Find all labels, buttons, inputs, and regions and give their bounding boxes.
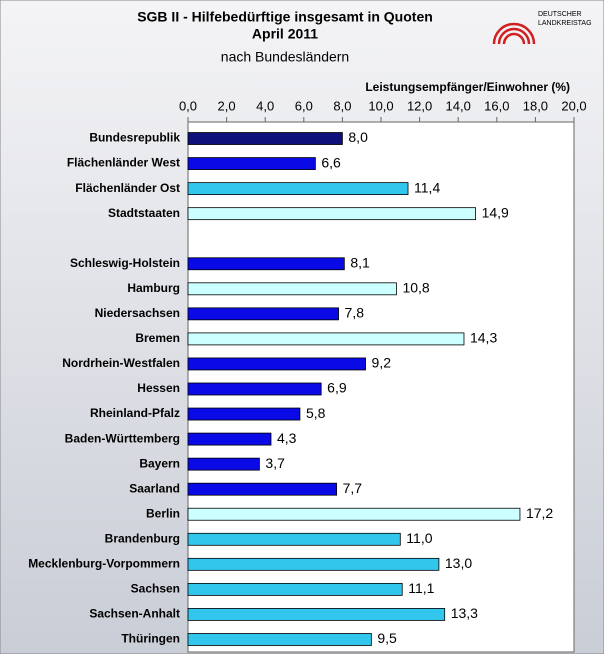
- bar: [187, 307, 339, 321]
- x-tick-label: 0,0: [179, 98, 197, 113]
- x-tick-label: 6,0: [295, 98, 313, 113]
- x-tick-label: 18,0: [523, 98, 548, 113]
- bar: [187, 257, 345, 271]
- logo-text: LANDKREISTAG: [538, 20, 592, 27]
- y-tick-label: Mecklenburg-Vorpommern: [28, 557, 180, 571]
- x-tick-label: 2,0: [218, 98, 236, 113]
- data-label: 11,4: [414, 179, 440, 195]
- x-tick-label: 10,0: [368, 98, 393, 113]
- bar: [187, 482, 338, 496]
- bar: [187, 557, 440, 571]
- data-label: 11,0: [406, 530, 432, 546]
- bar: [187, 633, 372, 646]
- chart-subtitle: nach Bundesländern: [221, 49, 349, 65]
- y-tick-label: Rheinland-Pfalz: [90, 406, 180, 420]
- data-label: 6,6: [321, 154, 341, 170]
- y-tick-label: Schleswig-Holstein: [70, 256, 180, 270]
- data-label: 6,9: [327, 380, 347, 396]
- data-label: 9,2: [372, 355, 392, 371]
- data-label: 5,8: [306, 405, 326, 421]
- data-label: 13,3: [451, 605, 478, 621]
- data-label: 3,7: [265, 455, 285, 471]
- y-tick-label: Flächenländer Ost: [75, 181, 180, 195]
- y-tick-label: Thüringen: [121, 632, 180, 646]
- bar: [187, 132, 343, 145]
- bar: [187, 407, 301, 421]
- bar: [187, 582, 403, 596]
- y-tick-label: Bundesrepublik: [89, 131, 180, 145]
- x-tick-label: 12,0: [407, 98, 432, 113]
- data-label: 8,0: [348, 129, 368, 145]
- bar: [187, 608, 446, 621]
- y-tick-label: Saarland: [129, 481, 180, 495]
- y-tick-label: Baden-Württemberg: [65, 431, 180, 445]
- y-tick-label: Flächenländer West: [67, 156, 180, 170]
- data-label: 11,1: [408, 580, 434, 596]
- x-tick-label: 14,0: [446, 98, 471, 113]
- y-tick-label: Nordrhein-Westfalen: [62, 356, 180, 370]
- y-tick-label: Hamburg: [127, 281, 180, 295]
- x-tick-label: 4,0: [256, 98, 274, 113]
- data-label: 9,5: [377, 630, 397, 646]
- data-label: 14,9: [482, 204, 509, 220]
- data-label: 8,1: [350, 254, 370, 270]
- bar: [187, 457, 260, 471]
- bar: [187, 182, 409, 196]
- data-label: 13,0: [445, 555, 472, 571]
- y-tick-label: Bremen: [135, 331, 180, 345]
- x-tick-label: 20,0: [561, 98, 586, 113]
- y-tick-label: Berlin: [146, 506, 180, 520]
- axis-label: Leistungsempfänger/Einwohner (%): [365, 80, 570, 94]
- y-tick-label: Sachsen: [131, 582, 180, 596]
- logo: [492, 22, 536, 45]
- y-tick-label: Bayern: [139, 456, 180, 470]
- bar: [187, 207, 476, 221]
- bar: [187, 507, 521, 521]
- x-tick-label: 16,0: [484, 98, 509, 113]
- bar: [187, 382, 322, 396]
- x-tick-label: 8,0: [333, 98, 351, 113]
- data-label: 4,3: [277, 430, 297, 446]
- y-tick-label: Niedersachsen: [95, 306, 180, 320]
- logo-text: DEUTSCHER: [538, 11, 582, 18]
- y-tick-label: Sachsen-Anhalt: [89, 607, 180, 621]
- bar: [187, 432, 272, 446]
- y-tick-label: Stadtstaaten: [108, 206, 180, 220]
- bar: [187, 157, 316, 170]
- data-label: 17,2: [526, 505, 553, 521]
- chart-subtitle: April 2011: [252, 26, 318, 42]
- y-tick-label: Brandenburg: [105, 531, 180, 545]
- data-label: 7,7: [343, 480, 363, 496]
- chart-title: SGB II - Hilfebedürftige insgesamt in Qu…: [137, 9, 433, 25]
- data-label: 10,8: [402, 280, 429, 296]
- bar: [187, 332, 465, 346]
- y-tick-label: Hessen: [137, 381, 180, 395]
- bar: [187, 532, 401, 546]
- bar: [187, 282, 397, 296]
- data-label: 7,8: [345, 305, 365, 321]
- data-label: 14,3: [470, 330, 497, 346]
- bar: [187, 357, 366, 371]
